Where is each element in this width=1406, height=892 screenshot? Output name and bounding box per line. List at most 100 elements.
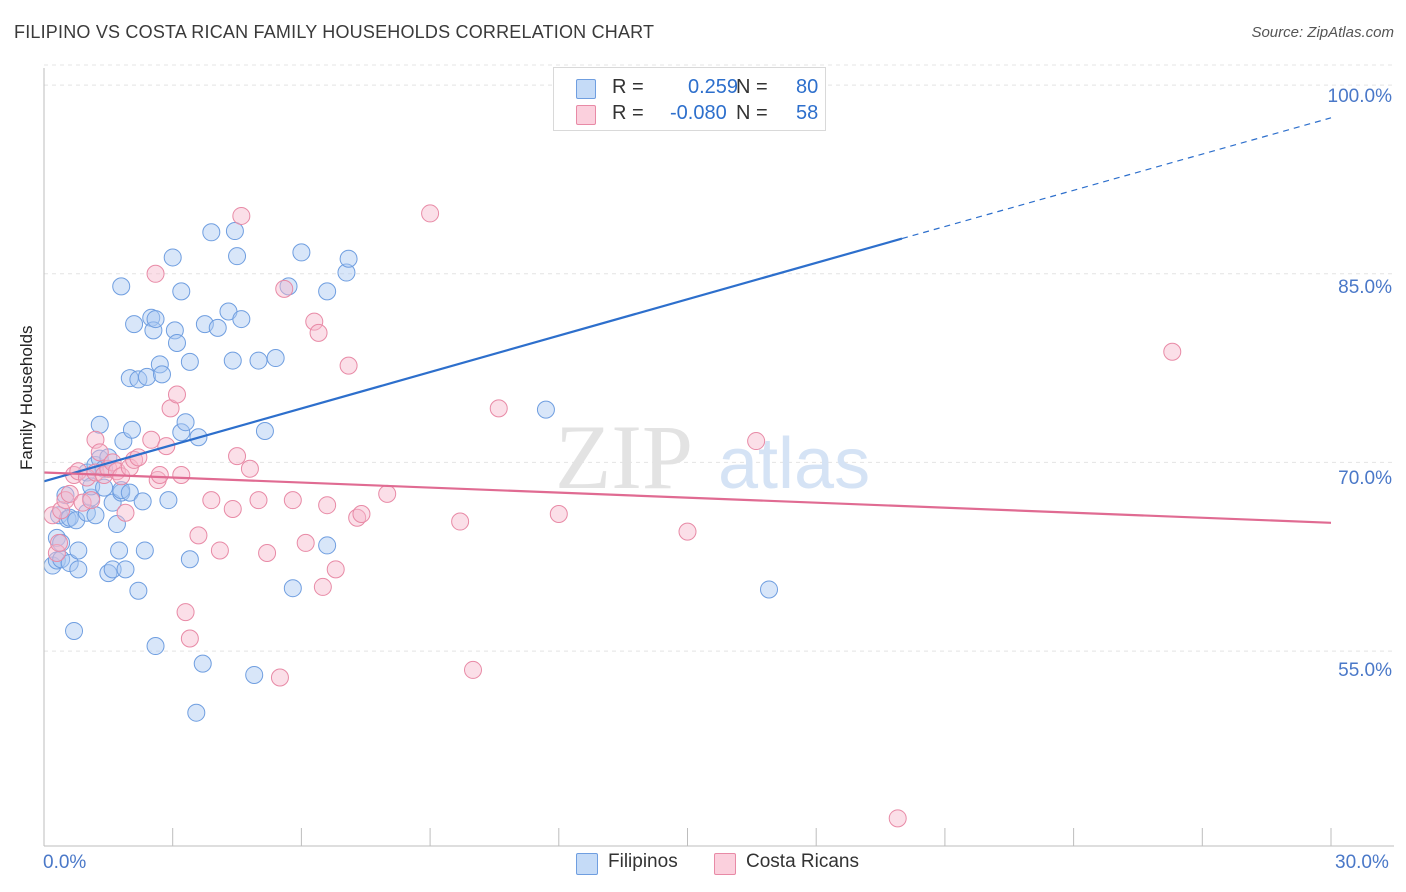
legend-r-value: -0.080 (670, 102, 727, 124)
filipino-point-20 (90, 415, 109, 434)
costa-rican-point-44 (283, 491, 302, 510)
filipino-point-71 (249, 351, 268, 370)
y-tick-label-55: 55.0% (1338, 660, 1392, 681)
bottom-legend-swatch-filipinos (576, 853, 598, 875)
filipino-point-64 (208, 318, 227, 337)
costa-rican-trend-line (43, 471, 1332, 524)
filipino-point-78 (318, 536, 337, 555)
filipino-point-79 (337, 263, 356, 282)
costa-rican-point-58 (489, 399, 508, 418)
bottom-legend-swatch-costa-ricans (714, 853, 736, 875)
filipino-point-82 (760, 580, 779, 599)
costa-rican-point-47 (309, 323, 328, 342)
legend-r-label: R = (612, 102, 644, 124)
filipino-point-49 (152, 365, 171, 384)
correlation-legend: R = 0.259 N = 80 R = -0.080 N = 58 (553, 67, 826, 131)
costa-rican-point-30 (172, 466, 191, 485)
costa-rican-point-43 (275, 279, 294, 298)
filipino-point-18 (86, 506, 105, 525)
filipino-point-34 (116, 560, 135, 579)
costa-rican-point-2 (50, 533, 69, 552)
filipino-point-70 (245, 665, 264, 684)
filipino-point-73 (266, 349, 285, 368)
filipino-point-59 (187, 703, 206, 722)
legend-r-value: 0.259 (688, 76, 739, 98)
watermark-atlas: atlas (718, 424, 870, 504)
filipino-point-54 (172, 282, 191, 301)
filipino-point-58 (180, 550, 199, 569)
legend-swatch-filipinos (576, 79, 596, 99)
filipino-point-75 (283, 579, 302, 598)
costa-rican-point-5 (60, 484, 79, 503)
watermark-zip: ZIP (555, 406, 693, 508)
costa-rican-point-56 (451, 512, 470, 531)
filipino-point-38 (125, 315, 144, 334)
costa-rican-point-24 (146, 264, 165, 283)
costa-rican-point-61 (747, 432, 766, 451)
filipino-point-17 (82, 477, 101, 496)
filipino-point-56 (176, 413, 195, 432)
costa-rican-point-37 (228, 447, 247, 466)
costa-rican-point-26 (150, 466, 169, 485)
filipino-point-23 (95, 478, 114, 497)
y-tick-label-100: 100.0% (1327, 86, 1392, 107)
legend-n-label: N = (736, 102, 768, 124)
bottom-legend-label-costa-ricans: Costa Ricans (746, 851, 859, 872)
filipino-point-13 (69, 560, 88, 579)
filipino-point-29 (110, 541, 129, 560)
filipino-point-50 (159, 491, 178, 510)
filipino-point-68 (228, 247, 247, 266)
costa-rican-point-41 (258, 543, 277, 562)
filipino-point-53 (167, 333, 186, 352)
filipino-point-12 (69, 541, 88, 560)
filipino-point-37 (122, 420, 141, 439)
legend-swatch-costa-ricans (576, 105, 596, 125)
filipino-point-80 (339, 249, 358, 268)
costa-rican-point-49 (318, 496, 337, 515)
chart-title: FILIPINO VS COSTA RICAN FAMILY HOUSEHOLD… (14, 22, 655, 42)
bottom-legend-label-filipinos: Filipinos (608, 851, 678, 872)
costa-rican-point-59 (549, 504, 568, 523)
filipino-point-35 (120, 483, 139, 502)
costa-rican-point-48 (313, 577, 332, 596)
costa-rican-point-10 (82, 491, 101, 510)
costa-rican-point-32 (180, 629, 199, 648)
costa-rican-point-62 (888, 809, 907, 828)
filipino-point-47 (146, 637, 165, 656)
filipino-point-51 (163, 248, 182, 267)
x-tick-label-0: 0.0% (43, 852, 87, 873)
filipino-point-43 (137, 367, 156, 386)
costa-rican-point-3 (52, 501, 71, 520)
source-label: Source: ZipAtlas.com (1251, 24, 1394, 41)
costa-rican-point-38 (232, 206, 251, 225)
filipino-point-61 (193, 654, 212, 673)
costa-rican-point-53 (352, 504, 371, 523)
costa-rican-point-36 (223, 499, 242, 518)
costa-rican-point-34 (202, 491, 221, 510)
costa-rican-point-57 (464, 660, 482, 679)
filipino-point-45 (144, 321, 163, 340)
costa-rican-point-55 (421, 204, 440, 223)
y-tick-label-70: 70.0% (1338, 468, 1392, 489)
costa-rican-point-46 (305, 312, 324, 331)
trend-lines (43, 117, 1332, 524)
costa-rican-point-60 (678, 522, 697, 541)
costa-rican-point-63 (1163, 342, 1182, 361)
filipino-trend-extension (901, 117, 1332, 240)
legend-n-label: N = (736, 76, 768, 98)
filipino-point-32 (112, 277, 131, 296)
costa-rican-point-50 (326, 560, 345, 579)
filipino-point-46 (146, 310, 165, 329)
y-tick-label-85: 85.0% (1338, 277, 1392, 298)
costa-rican-point-31 (176, 603, 195, 622)
costa-rican-point-39 (240, 459, 259, 478)
legend-n-value: 58 (796, 102, 819, 124)
points (43, 204, 1182, 828)
y-axis-label: Family Households (17, 325, 36, 470)
costa-rican-point-33 (189, 526, 208, 545)
filipino-point-41 (133, 492, 152, 511)
costa-rican-point-13 (90, 443, 109, 462)
filipino-point-72 (255, 421, 274, 440)
filipino-point-55 (172, 423, 191, 442)
